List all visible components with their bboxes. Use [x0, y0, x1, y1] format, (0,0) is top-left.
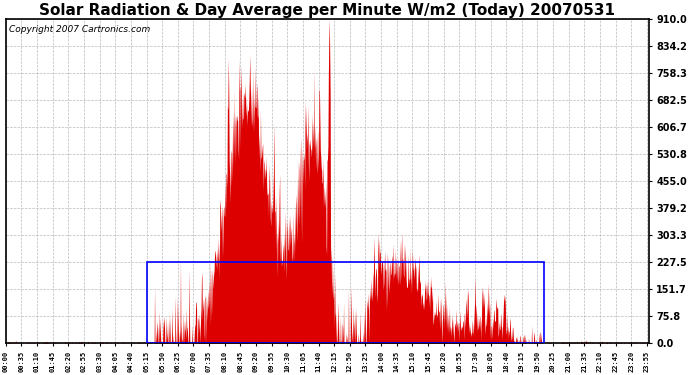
Text: Copyright 2007 Cartronics.com: Copyright 2007 Cartronics.com — [9, 26, 150, 34]
Bar — [146, 262, 544, 344]
Title: Solar Radiation & Day Average per Minute W/m2 (Today) 20070531: Solar Radiation & Day Average per Minute… — [39, 3, 615, 18]
